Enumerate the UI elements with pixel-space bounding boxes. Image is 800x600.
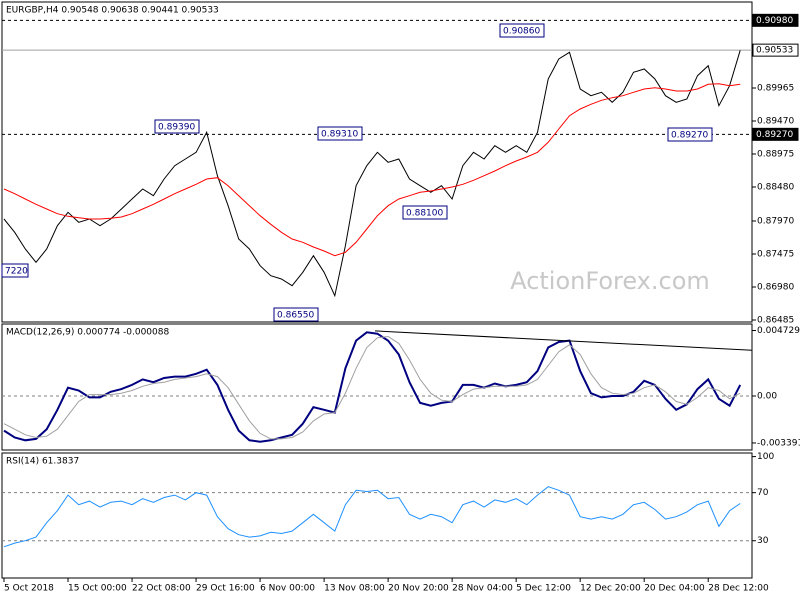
price-label: 0.88100 [406,209,443,219]
price-label: 0.89270 [671,131,708,141]
y-tick-label: 0.86980 [757,283,794,293]
price-label-box [317,126,363,141]
y-tick-label: 0.86485 [757,316,794,326]
price-label-box [154,119,200,134]
y-tick-label: -0.003391 [757,438,800,448]
price-label-box [273,307,319,322]
level-box [752,13,799,27]
price-label: 7220 [5,267,28,277]
trendline [374,330,753,351]
y-tick-label: 70 [757,488,769,498]
price-label-box [402,205,448,220]
y-tick-label: 0.89470 [757,117,794,127]
panel-frame [1,323,753,451]
series-line [3,486,741,548]
y-tick-label: 30 [757,536,769,546]
panel-title: EURGBP,H4 0.90548 0.90638 0.90441 0.9053… [6,6,219,16]
x-tick-label: 20 Nov 20:00 [388,584,449,594]
y-tick-label: 0.89965 [757,84,794,94]
y-tick-label: 0.004729 [757,326,800,336]
x-tick-label: 13 Nov 08:00 [324,584,385,594]
y-tick-label: 0.88975 [757,150,794,160]
y-tick-label: 0.87970 [757,217,794,227]
y-tick-label: 0.87475 [757,250,794,260]
price-label-box [1,263,29,278]
panel-title: RSI(14) 61.3837 [6,457,79,467]
series-line [3,335,741,440]
x-tick-label: 29 Oct 16:00 [196,584,255,594]
x-tick-label: 20 Dec 04:00 [644,584,705,594]
level-label: 0.90533 [756,46,793,56]
price-label-box [667,127,713,142]
series-line [3,50,741,298]
price-label: 0.86550 [277,311,314,321]
series-line [3,331,742,443]
x-tick-label: 5 Dec 12:00 [516,584,571,594]
series-line [3,83,741,257]
watermark: ActionForex.com [510,267,710,295]
x-tick-label: 5 Oct 2018 [4,584,54,594]
panel-title: MACD(12,26,9) 0.000774 -0.000088 [6,328,169,338]
panel-frame [1,1,753,323]
y-tick-label: 0.00 [757,392,777,402]
price-label: 0.89310 [321,130,358,140]
panel-frame [1,452,753,579]
x-tick-label: 28 Nov 04:00 [452,584,513,594]
level-label: 0.90980 [756,16,793,26]
y-tick-label: 100 [757,452,774,462]
level-label: 0.89270 [756,130,793,140]
x-tick-label: 12 Dec 20:00 [580,584,641,594]
level-box [752,127,799,141]
x-tick-label: 6 Nov 00:00 [260,584,315,594]
x-tick-label: 28 Dec 12:00 [708,584,769,594]
y-tick-label: 0.88480 [757,183,794,193]
level-box [752,43,799,57]
price-label: 0.90860 [503,27,540,37]
price-label-box [499,23,545,38]
x-tick-label: 22 Oct 08:00 [132,584,191,594]
price-label: 0.89390 [158,123,195,133]
x-tick-label: 15 Oct 00:00 [68,584,127,594]
